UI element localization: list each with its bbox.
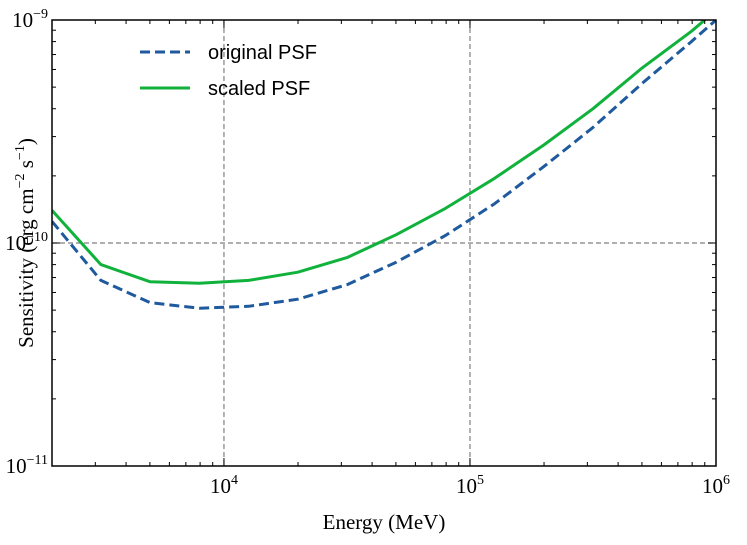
x-tick-label: 106 (702, 473, 730, 498)
y-axis-label-exp2: −1 (13, 145, 28, 160)
y-axis-label-exp1: −2 (13, 174, 28, 189)
y-tick-label: 10−11 (6, 453, 48, 478)
x-axis-label: Energy (MeV) (323, 510, 446, 534)
y-axis-label: Sensitivity (erg cm−2 s−1) (13, 138, 38, 348)
x-tick-label: 104 (210, 473, 238, 498)
legend-label-scaled-psf: scaled PSF (208, 78, 310, 100)
series-line-original-psf (52, 20, 716, 310)
y-axis-label-mid: s (14, 160, 38, 173)
series-lines (52, 20, 716, 310)
y-axis-label-main: Sensitivity (erg cm (14, 188, 38, 347)
series-line-scaled-psf (52, 20, 706, 285)
grid (52, 20, 716, 466)
axis-ticks (51, 19, 717, 467)
tick-labels: 104 105 106 10−9 10−10 10−11 (5, 7, 730, 498)
y-tick-label: 10−10 (5, 230, 48, 255)
legend-label-original-psf: original PSF (208, 42, 317, 64)
y-tick-label: 10−9 (12, 7, 48, 32)
y-axis-label-end: ) (14, 138, 38, 145)
legend: original PSF scaled PSF (140, 42, 317, 100)
x-tick-label: 105 (456, 473, 484, 498)
